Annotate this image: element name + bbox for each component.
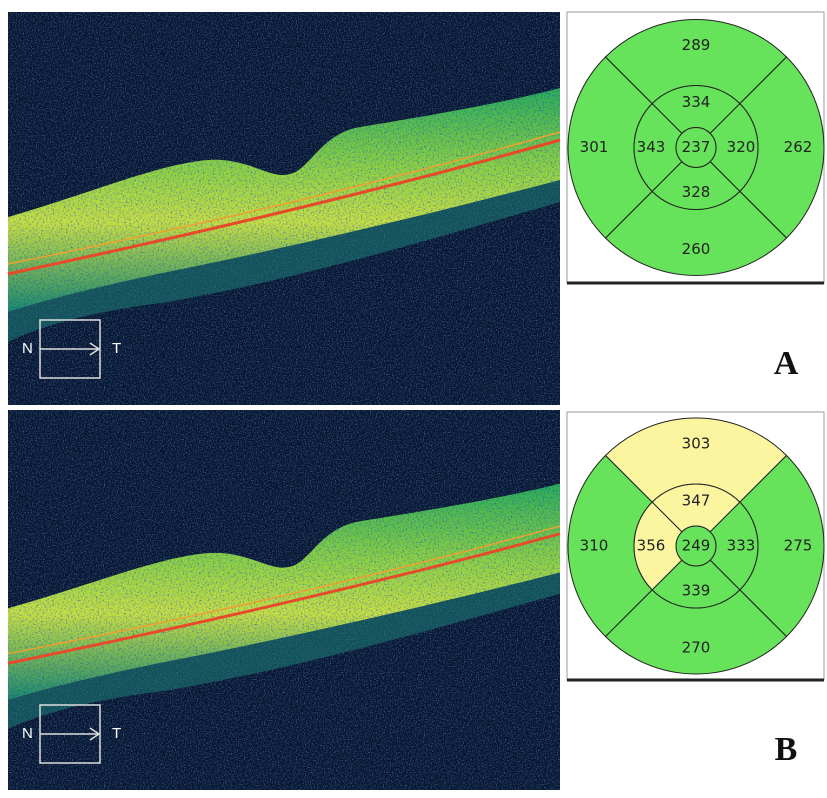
inner-thickness: 343: [637, 138, 666, 156]
center-thickness: 249: [682, 537, 711, 555]
inner-thickness: 328: [682, 183, 711, 201]
scan-right-label: T: [112, 725, 121, 742]
outer-thickness: 262: [784, 138, 813, 156]
outer-thickness: 260: [682, 240, 711, 258]
page: {"panels": [ {"label": "A", "scan": {"le…: [0, 0, 827, 794]
outer-thickness: 310: [580, 537, 609, 555]
outer-thickness: 301: [580, 138, 609, 156]
inner-thickness: 333: [727, 537, 756, 555]
inner-thickness: 320: [727, 138, 756, 156]
panel-letter: A: [774, 345, 799, 382]
inner-thickness: 356: [637, 537, 666, 555]
scan-left-label: N: [22, 340, 33, 357]
inner-thickness: 339: [682, 582, 711, 600]
outer-thickness: 275: [784, 537, 813, 555]
scan-left-label: N: [22, 725, 33, 742]
scan-right-label: T: [112, 340, 121, 357]
inner-thickness: 347: [682, 492, 711, 510]
inner-thickness: 334: [682, 93, 711, 111]
figure: NT289262260301334320328343237ANT30327527…: [0, 0, 827, 794]
outer-thickness: 270: [682, 639, 711, 657]
outer-thickness: 303: [682, 435, 711, 453]
center-thickness: 237: [682, 138, 711, 156]
panel-letter: B: [775, 731, 798, 768]
outer-thickness: 289: [682, 36, 711, 54]
